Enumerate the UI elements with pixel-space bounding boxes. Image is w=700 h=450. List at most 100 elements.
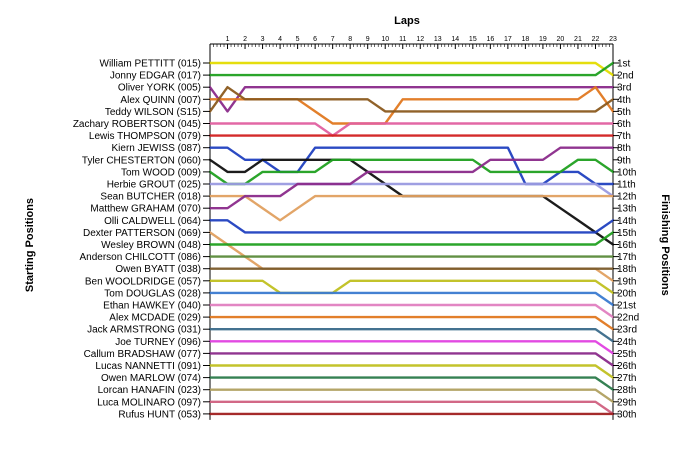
driver-label: Matthew GRAHAM (070) bbox=[90, 204, 201, 215]
lap-label: 19 bbox=[539, 36, 547, 43]
finishing-label: 28th bbox=[617, 385, 636, 396]
x-axis-title: Laps bbox=[394, 15, 420, 27]
finishing-label: 24th bbox=[617, 337, 636, 348]
driver-label: Owen BYATT (038) bbox=[115, 264, 201, 275]
lap-label: 15 bbox=[469, 36, 477, 43]
finishing-label: 12th bbox=[617, 192, 636, 203]
series-line-3 bbox=[208, 85, 615, 113]
lap-label: 21 bbox=[574, 36, 582, 43]
finishing-label: 14th bbox=[617, 216, 636, 227]
finishing-label: 4th bbox=[617, 95, 631, 106]
series-line-8 bbox=[208, 146, 615, 186]
driver-label: Olli CALDWELL (064) bbox=[104, 216, 201, 227]
driver-label: Alex QUINN (007) bbox=[120, 95, 201, 106]
finishing-label: 30th bbox=[617, 409, 636, 420]
driver-label: Alex MCDADE (029) bbox=[109, 313, 201, 324]
driver-label: Ben WOOLDRIDGE (057) bbox=[85, 276, 201, 287]
y2-axis-title: Finishing Positions bbox=[659, 194, 671, 295]
lap-label: 10 bbox=[381, 36, 389, 43]
series-line-10 bbox=[208, 158, 615, 186]
driver-label: Zachary ROBERTSON (045) bbox=[73, 119, 201, 130]
lap-label: 6 bbox=[313, 36, 317, 43]
series-line-11 bbox=[208, 182, 615, 198]
driver-label: Ethan HAWKEY (040) bbox=[103, 301, 201, 312]
finishing-label: 1st bbox=[617, 59, 631, 70]
series-line-12 bbox=[208, 194, 615, 222]
finishing-label: 5th bbox=[617, 107, 631, 118]
driver-label: Callum BRADSHAW (077) bbox=[84, 349, 201, 360]
finishing-label: 2nd bbox=[617, 71, 634, 82]
lap-label: 5 bbox=[296, 36, 300, 43]
series-line-14 bbox=[208, 219, 615, 234]
series-line-1 bbox=[208, 61, 615, 77]
lap-label: 9 bbox=[366, 36, 370, 43]
series-line-20 bbox=[208, 291, 615, 307]
y-axis-title: Starting Positions bbox=[24, 198, 36, 292]
series-line-6 bbox=[208, 122, 615, 137]
lap-label: 7 bbox=[331, 36, 335, 43]
finishing-label: 22nd bbox=[617, 313, 639, 324]
finishing-label: 9th bbox=[617, 155, 631, 166]
series-line-26 bbox=[208, 364, 615, 379]
driver-label: Dexter PATTERSON (069) bbox=[83, 228, 201, 239]
finishing-label: 23rd bbox=[617, 325, 637, 336]
series-line-13 bbox=[208, 146, 615, 210]
lap-label: 4 bbox=[278, 36, 282, 43]
lap-label: 1 bbox=[226, 36, 230, 43]
lap-label: 13 bbox=[434, 36, 442, 43]
driver-label: William PETTITT (015) bbox=[100, 59, 202, 70]
driver-label: Tom DOUGLAS (028) bbox=[104, 288, 201, 299]
finishing-label: 20th bbox=[617, 288, 636, 299]
finishing-label: 8th bbox=[617, 143, 631, 154]
series-lines bbox=[208, 61, 615, 416]
series-line-28 bbox=[208, 388, 615, 403]
lap-label: 22 bbox=[592, 36, 600, 43]
finishing-label: 13th bbox=[617, 204, 636, 215]
lap-label: 12 bbox=[416, 36, 424, 43]
driver-label: Luca MOLINARO (097) bbox=[97, 397, 201, 408]
finishing-label: 16th bbox=[617, 240, 636, 251]
lap-label: 14 bbox=[451, 36, 459, 43]
driver-label: Lucas NANNETTI (091) bbox=[95, 361, 201, 372]
finishing-label: 19th bbox=[617, 276, 636, 287]
lap-label: 11 bbox=[399, 36, 406, 43]
lap-label: 17 bbox=[504, 36, 512, 43]
driver-label: Jack ARMSTRONG (031) bbox=[87, 325, 201, 336]
finishing-label: 10th bbox=[617, 167, 636, 178]
driver-label: Owen MARLOW (074) bbox=[101, 373, 201, 384]
series-line-23 bbox=[208, 328, 615, 343]
finishing-label: 6th bbox=[617, 119, 631, 130]
lap-label: 23 bbox=[609, 36, 617, 43]
series-line-25 bbox=[208, 352, 615, 367]
finishing-label: 21st bbox=[617, 301, 636, 312]
series-line-22 bbox=[208, 315, 615, 331]
driver-label: Jonny EDGAR (017) bbox=[110, 71, 201, 82]
driver-label: Wesley BROWN (048) bbox=[101, 240, 201, 251]
axes: 1 2 3 4 5 6 7 8 9 10 11 12 13 14 15 16 17 18 19 20 21 22 23Lap… bbox=[24, 15, 671, 420]
series-line-21 bbox=[208, 303, 615, 319]
driver-label: Tyler CHESTERTON (060) bbox=[82, 155, 201, 166]
lap-label: 18 bbox=[521, 36, 529, 43]
driver-label: Tom WOOD (009) bbox=[121, 167, 201, 178]
series-line-16 bbox=[208, 231, 615, 246]
driver-label: Oliver YORK (005) bbox=[118, 83, 201, 94]
finishing-label: 15th bbox=[617, 228, 636, 239]
finishing-label: 29th bbox=[617, 397, 636, 408]
lap-label: 20 bbox=[557, 36, 565, 43]
finishing-label: 7th bbox=[617, 131, 631, 142]
series-line-19 bbox=[208, 279, 615, 295]
series-line-29 bbox=[208, 400, 615, 416]
driver-label: Rufus HUNT (053) bbox=[118, 409, 201, 420]
series-line-5 bbox=[208, 85, 615, 113]
finishing-label: 27th bbox=[617, 373, 636, 384]
driver-label: Kiern JEWISS (087) bbox=[112, 143, 201, 154]
series-line-27 bbox=[208, 376, 615, 391]
lap-label: 3 bbox=[261, 36, 265, 43]
driver-label: Lorcan HANAFIN (023) bbox=[98, 385, 201, 396]
finishing-label: 25th bbox=[617, 349, 636, 360]
finishing-label: 17th bbox=[617, 252, 636, 263]
series-line-4 bbox=[208, 85, 615, 125]
finishing-label: 3rd bbox=[617, 83, 631, 94]
driver-label: Teddy WILSON (S15) bbox=[105, 107, 201, 118]
